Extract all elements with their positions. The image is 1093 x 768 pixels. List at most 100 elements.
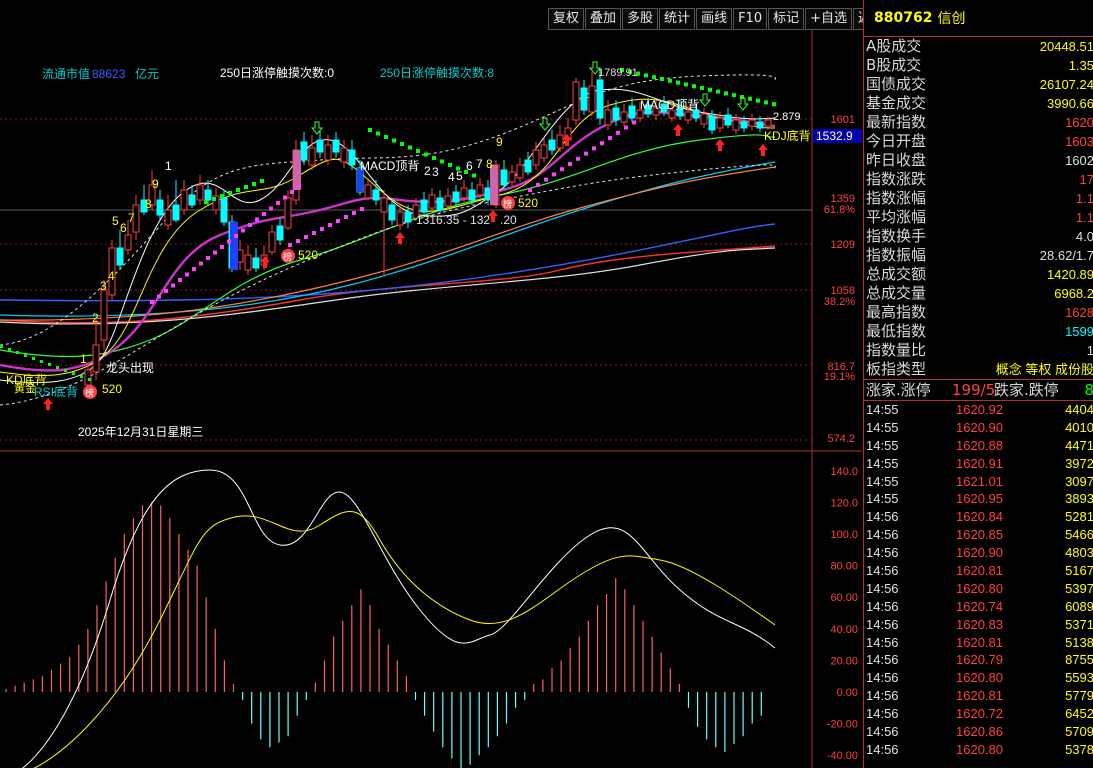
tick-price: 1620.81 (956, 563, 1003, 579)
buy-arrow-icon (562, 134, 572, 146)
sar-dot (88, 378, 91, 381)
sar-dot (24, 354, 27, 357)
sar-dot (260, 179, 264, 183)
candle-body (644, 104, 652, 115)
tick-time: 14:56 (866, 706, 899, 722)
count-label: 1 (165, 159, 172, 173)
sar-dot (171, 283, 175, 288)
sar-dot (440, 159, 444, 164)
tick-price: 1620.84 (956, 509, 1003, 525)
stat-row: 国债成交 26107.24 (864, 75, 1093, 94)
sar-dot (227, 239, 231, 244)
toolbar-button-7[interactable]: +自选 (805, 8, 853, 30)
sar-dot (644, 73, 648, 78)
tick-volume: 3097 (1065, 473, 1093, 489)
sar-dot (772, 102, 776, 107)
tick-price: 1620.95 (956, 491, 1003, 507)
tick-volume: 5709 (1065, 724, 1093, 740)
candle-body (620, 111, 628, 123)
limit-touch-count-1: 250日涨停触摸次数:0 (220, 65, 334, 80)
stat-value: 20448.51 (1039, 39, 1093, 54)
sar-dot (244, 185, 248, 189)
range-label-2: .20 (500, 213, 517, 227)
sar-dot (297, 184, 301, 189)
tick-volume: 5371 (1065, 616, 1093, 632)
sar-dot (632, 120, 636, 125)
tick-row: 14:55 1620.90 4010 (864, 419, 1093, 437)
rank-badge-1 (281, 249, 295, 263)
sar-dot (684, 82, 688, 87)
count-label: 9 (496, 135, 503, 149)
candle-body (716, 117, 724, 129)
toolbar-button-1[interactable]: 叠加 (585, 8, 622, 30)
candle-body (172, 204, 180, 221)
stat-label: 指数振幅 (866, 246, 927, 264)
sell-arrow-icon (538, 117, 552, 131)
candle-body (732, 119, 740, 131)
tick-time: 14:56 (866, 563, 899, 579)
sar-dot (199, 261, 203, 266)
tick-volume: 4010 (1065, 419, 1093, 435)
candle-body (404, 211, 412, 223)
macd-dea-line (33, 511, 776, 768)
rank-badge-3-char: 榜 (85, 387, 94, 398)
sar-dot (764, 100, 768, 105)
stat-label: 基金成交 (866, 94, 927, 112)
market-value: 88623 (92, 67, 126, 81)
toolbar-button-3[interactable]: 统计 (659, 8, 696, 30)
price-axis-label: 19.1% (824, 371, 855, 383)
stat-label: 平均涨幅 (866, 208, 927, 226)
sar-dot (262, 212, 266, 216)
toolbar-button-6[interactable]: 标记 (768, 8, 805, 30)
sar-dot (636, 71, 640, 76)
toolbar-button-0[interactable]: 复权 (548, 8, 585, 30)
stat-value: 1628 (1065, 305, 1093, 320)
macd-axis-label: -40.00 (827, 750, 858, 762)
candle-body (324, 144, 332, 161)
sar-dot (213, 250, 217, 255)
tick-volume: 8755 (1065, 652, 1093, 668)
candle-body (244, 254, 252, 271)
tick-volume: 4471 (1065, 437, 1093, 453)
sar-dot (228, 191, 232, 195)
tick-price: 1620.90 (956, 419, 1003, 435)
stat-row: A股成交 20448.51 (864, 37, 1093, 56)
tick-time: 14:55 (866, 491, 899, 507)
candle-body (380, 197, 388, 213)
stat-label: A股成交 (866, 37, 922, 55)
stat-value: 1.35 (1068, 58, 1093, 73)
sar-dot (8, 348, 11, 351)
candle-body (108, 247, 116, 296)
macd-axis-label: 80.00 (830, 561, 858, 573)
candle-body (612, 107, 620, 121)
sar-dot (692, 84, 696, 89)
sar-dot (748, 96, 752, 101)
toolbar-button-5[interactable]: F10 (733, 8, 768, 30)
high-price-label: 1789.91 (598, 67, 638, 79)
price-axis-label: 816.7 (827, 361, 855, 373)
sar-dot (185, 272, 189, 277)
ma10-line (0, 98, 776, 377)
candle-body (556, 134, 564, 149)
tick-list[interactable]: 14:55 1620.92 4404 14:55 1620.90 4010 14:55 162… (864, 401, 1093, 759)
toolbar-button-4[interactable]: 画线 (696, 8, 733, 30)
tick-row: 14:56 1620.83 5371 (864, 616, 1093, 634)
candle-body (332, 139, 340, 153)
stat-value: 28.62/1.7 (1039, 248, 1093, 263)
kline-chart[interactable]: 1601135961.8%1209105838.2%816.719.1%574.… (0, 30, 862, 768)
macd-axis-label: 100.0 (830, 529, 858, 541)
toolbar-button-2[interactable]: 多股 (622, 8, 659, 30)
tick-price: 1620.85 (956, 527, 1003, 543)
sar-dot (206, 256, 210, 260)
candle-body (132, 204, 140, 233)
stat-row: 指数量比 1 (864, 341, 1093, 360)
candle-body (636, 109, 644, 119)
sar-dot (344, 215, 348, 219)
candle-body (92, 344, 100, 373)
stat-row: 平均涨幅 1.1 (864, 208, 1093, 227)
tick-volume: 5466 (1065, 527, 1093, 543)
sar-dot (336, 219, 340, 223)
sar-dot (64, 369, 67, 372)
sar-dot (464, 170, 468, 174)
